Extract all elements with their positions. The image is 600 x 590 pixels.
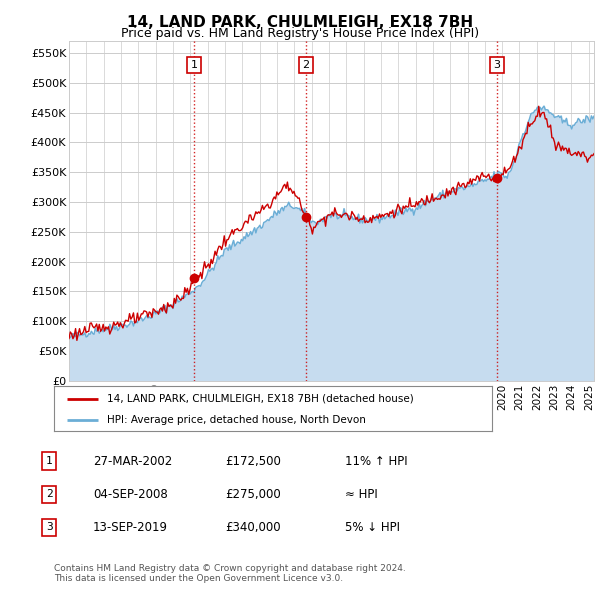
Text: 1: 1 — [191, 60, 198, 70]
Text: 04-SEP-2008: 04-SEP-2008 — [93, 488, 168, 501]
Text: £340,000: £340,000 — [225, 521, 281, 534]
Text: 5% ↓ HPI: 5% ↓ HPI — [345, 521, 400, 534]
Text: 11% ↑ HPI: 11% ↑ HPI — [345, 455, 407, 468]
Text: £172,500: £172,500 — [225, 455, 281, 468]
Text: Price paid vs. HM Land Registry's House Price Index (HPI): Price paid vs. HM Land Registry's House … — [121, 27, 479, 40]
Text: HPI: Average price, detached house, North Devon: HPI: Average price, detached house, Nort… — [107, 415, 365, 425]
Text: ≈ HPI: ≈ HPI — [345, 488, 378, 501]
Text: £275,000: £275,000 — [225, 488, 281, 501]
Text: 3: 3 — [46, 523, 53, 532]
Text: 3: 3 — [494, 60, 500, 70]
Text: 27-MAR-2002: 27-MAR-2002 — [93, 455, 172, 468]
Text: 14, LAND PARK, CHULMLEIGH, EX18 7BH (detached house): 14, LAND PARK, CHULMLEIGH, EX18 7BH (det… — [107, 394, 413, 404]
Text: 14, LAND PARK, CHULMLEIGH, EX18 7BH: 14, LAND PARK, CHULMLEIGH, EX18 7BH — [127, 15, 473, 30]
Text: 2: 2 — [46, 490, 53, 499]
Text: 1: 1 — [46, 457, 53, 466]
Text: 13-SEP-2019: 13-SEP-2019 — [93, 521, 168, 534]
Text: 2: 2 — [302, 60, 310, 70]
Text: Contains HM Land Registry data © Crown copyright and database right 2024.
This d: Contains HM Land Registry data © Crown c… — [54, 563, 406, 583]
